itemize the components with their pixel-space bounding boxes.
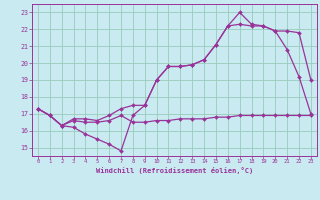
X-axis label: Windchill (Refroidissement éolien,°C): Windchill (Refroidissement éolien,°C) <box>96 167 253 174</box>
